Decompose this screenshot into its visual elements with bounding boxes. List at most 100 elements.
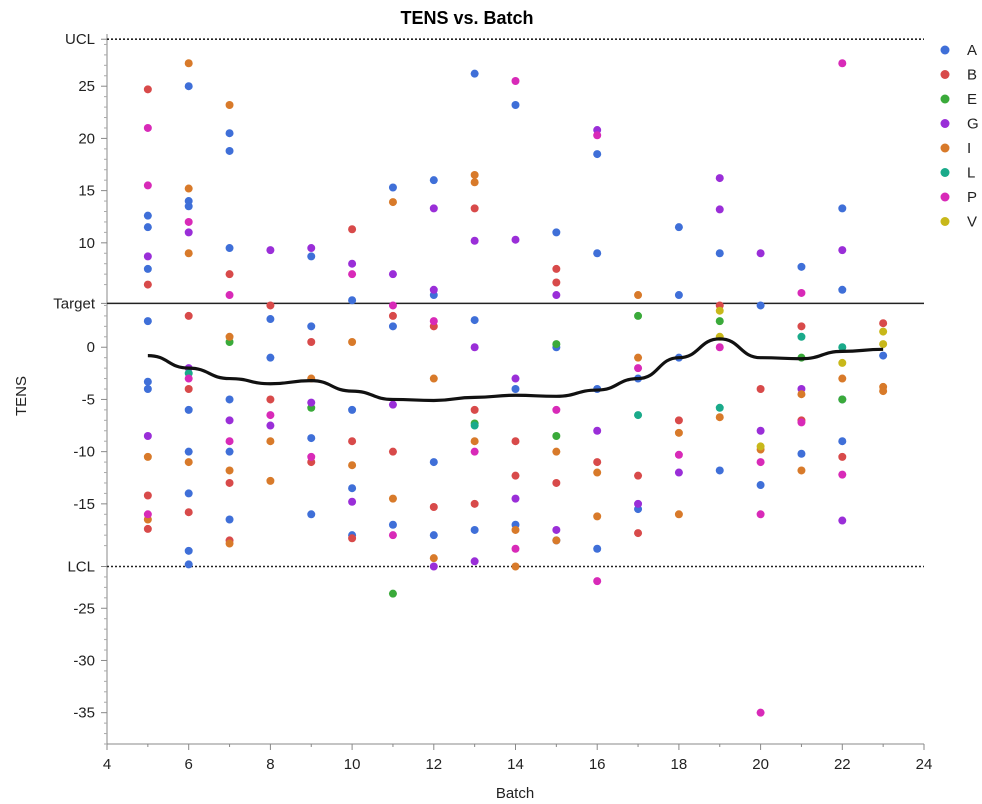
data-point-i — [470, 170, 479, 179]
data-point-g — [756, 249, 765, 258]
data-point-a — [429, 458, 438, 467]
data-point-i — [634, 353, 643, 362]
data-point-e — [634, 311, 643, 320]
data-point-a — [307, 510, 316, 519]
data-point-e — [552, 431, 561, 440]
data-point-a — [348, 296, 357, 305]
data-point-a — [715, 249, 724, 258]
legend-label-l: L — [967, 165, 975, 182]
data-point-g — [838, 246, 847, 255]
data-point-i — [715, 413, 724, 422]
data-point-p — [470, 447, 479, 456]
data-point-a — [143, 211, 152, 220]
data-point-v — [756, 442, 765, 451]
data-point-i — [225, 332, 234, 341]
reference-lines: UCL Target LCL — [53, 31, 924, 576]
data-point-v — [879, 327, 888, 336]
data-point-a — [184, 202, 193, 211]
data-point-g — [266, 246, 275, 255]
data-point-a — [225, 129, 234, 138]
data-point-p — [838, 470, 847, 479]
data-point-b — [511, 437, 520, 446]
data-point-p — [756, 510, 765, 519]
legend-marker-a — [940, 45, 950, 55]
data-point-a — [756, 301, 765, 310]
data-point-p — [388, 531, 397, 540]
data-point-p — [756, 708, 765, 717]
data-point-g — [429, 285, 438, 294]
data-point-i — [552, 447, 561, 456]
data-points — [143, 59, 888, 717]
data-point-b — [674, 416, 683, 425]
data-point-a — [266, 353, 275, 362]
data-point-i — [674, 428, 683, 437]
data-point-a — [348, 484, 357, 493]
y-tick-label: 25 — [78, 78, 95, 95]
data-point-a — [674, 291, 683, 300]
data-point-a — [388, 322, 397, 331]
data-point-g — [470, 236, 479, 245]
data-point-i — [225, 466, 234, 475]
data-point-i — [634, 291, 643, 300]
data-point-a — [225, 515, 234, 524]
data-point-g — [838, 516, 847, 525]
legend-label-g: G — [967, 116, 979, 133]
data-point-a — [307, 252, 316, 261]
data-point-b — [470, 499, 479, 508]
data-point-i — [838, 374, 847, 383]
x-tick-label: 12 — [425, 756, 442, 773]
data-point-p — [715, 343, 724, 352]
data-point-l — [715, 403, 724, 412]
data-point-p — [225, 291, 234, 300]
x-tick-label: 18 — [671, 756, 688, 773]
data-point-i — [184, 458, 193, 467]
data-point-b — [225, 270, 234, 279]
data-point-p — [593, 131, 602, 140]
data-point-b — [348, 437, 357, 446]
data-point-a — [552, 228, 561, 237]
data-point-b — [552, 478, 561, 487]
data-point-b — [184, 385, 193, 393]
x-tick-label: 14 — [507, 756, 524, 773]
data-point-p — [674, 450, 683, 459]
data-point-i — [388, 494, 397, 503]
data-point-b — [388, 447, 397, 456]
data-point-a — [266, 315, 275, 324]
legend-label-v: V — [967, 214, 977, 231]
data-point-g — [552, 291, 561, 300]
data-point-p — [797, 288, 806, 297]
data-point-g — [388, 270, 397, 279]
data-point-i — [429, 554, 438, 563]
data-point-a — [593, 249, 602, 258]
data-point-a — [470, 316, 479, 325]
data-point-p — [634, 364, 643, 373]
reference-label-target: Target — [53, 295, 96, 312]
data-point-p — [552, 405, 561, 414]
data-point-p — [143, 181, 152, 190]
x-tick-label: 4 — [103, 756, 111, 773]
data-point-a — [429, 531, 438, 540]
data-point-a — [429, 176, 438, 185]
data-point-p — [756, 458, 765, 467]
x-tick-label: 24 — [916, 756, 933, 773]
data-point-g — [348, 259, 357, 268]
data-point-i — [143, 452, 152, 461]
data-point-a — [225, 244, 234, 253]
data-point-a — [225, 447, 234, 456]
data-point-l — [470, 421, 479, 430]
data-point-b — [879, 319, 888, 328]
data-point-a — [307, 322, 316, 331]
data-point-i — [348, 338, 357, 347]
data-point-b — [143, 491, 152, 500]
data-point-a — [388, 183, 397, 192]
data-point-a — [307, 434, 316, 443]
y-tick-label: -30 — [73, 652, 95, 669]
data-point-b — [184, 508, 193, 517]
data-point-b — [838, 452, 847, 461]
data-point-l — [634, 411, 643, 420]
data-point-i — [388, 198, 397, 207]
data-point-g — [593, 426, 602, 435]
data-point-l — [838, 343, 847, 352]
data-point-i — [470, 178, 479, 187]
